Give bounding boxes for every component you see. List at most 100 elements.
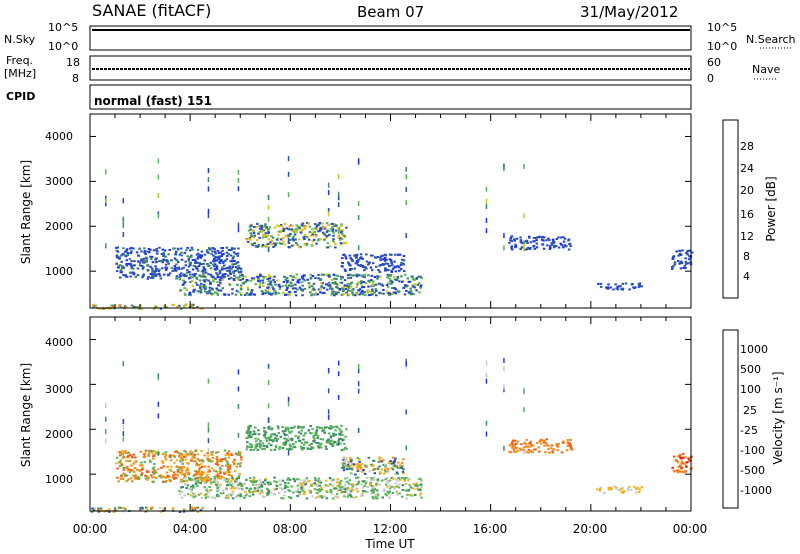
echo-cell xyxy=(119,264,122,267)
echo-cell xyxy=(290,228,293,231)
echo-streak xyxy=(405,233,407,239)
echo-cell xyxy=(254,481,257,484)
echo-cell xyxy=(163,456,167,459)
echo-cell xyxy=(173,455,176,458)
echo-cell xyxy=(376,256,380,258)
echo-cell xyxy=(226,269,229,272)
echo-cell xyxy=(341,287,344,290)
echo-cell xyxy=(632,286,635,289)
echo-cell xyxy=(412,293,415,295)
echo-cell xyxy=(405,476,408,479)
echo-cell xyxy=(190,457,194,460)
echo-cell xyxy=(373,476,376,479)
echo-cell xyxy=(172,247,175,250)
echo-cell xyxy=(225,267,229,270)
echo-cell xyxy=(341,276,344,279)
echo-cell xyxy=(273,488,276,491)
echo-cell xyxy=(388,496,391,499)
echo-cell xyxy=(245,431,249,434)
echo-cell xyxy=(341,486,344,489)
echo-cell xyxy=(298,481,301,484)
echo-cell xyxy=(231,482,234,485)
echo-cell xyxy=(359,464,362,467)
echo-cell xyxy=(140,250,143,253)
echo-cell xyxy=(342,465,345,468)
echo-cell xyxy=(305,236,309,239)
echo-cell xyxy=(298,491,302,494)
velocity-echo-layer xyxy=(90,357,693,513)
echo-cell xyxy=(363,490,367,493)
echo-cell xyxy=(314,484,317,487)
echo-cell xyxy=(275,439,278,442)
echo-cell xyxy=(131,455,134,458)
echo-streak xyxy=(237,403,240,409)
echo-cell xyxy=(222,276,226,279)
echo-cell xyxy=(123,455,126,458)
cpid-strip: CPID normal (fast) 151 xyxy=(6,84,692,110)
echo-cell xyxy=(182,279,185,282)
echo-cell xyxy=(178,493,182,496)
echo-cell xyxy=(175,275,179,278)
echo-cell xyxy=(344,255,347,258)
echo-cell xyxy=(184,453,187,456)
echo-cell xyxy=(338,486,341,489)
echo-cell xyxy=(347,262,351,265)
echo-cell xyxy=(254,426,257,429)
echo-cell xyxy=(130,260,133,263)
echo-cell xyxy=(336,478,339,481)
echo-cell xyxy=(115,270,119,273)
echo-cell xyxy=(351,291,354,294)
echo-cell xyxy=(409,291,413,294)
echo-cell xyxy=(317,446,321,449)
echo-cell xyxy=(204,271,208,274)
echo-cell xyxy=(382,288,385,291)
echo-cell xyxy=(128,471,132,473)
echo-cell xyxy=(223,479,227,482)
echo-cell xyxy=(154,269,158,272)
vel-cbar-neg100: -100 xyxy=(740,444,765,457)
echo-cell xyxy=(186,466,189,469)
echo-cell xyxy=(227,477,230,480)
echo-cell xyxy=(161,248,165,251)
echo-cell xyxy=(151,275,154,278)
echo-cell xyxy=(182,266,185,269)
echo-cell xyxy=(180,471,183,474)
echo-cell xyxy=(199,287,202,289)
nsearch-tick-top: 10^5 xyxy=(707,21,737,34)
echo-cell xyxy=(329,483,332,486)
echo-cell xyxy=(270,243,274,246)
echo-cell xyxy=(248,443,252,446)
vel-ytick-4000: 4000 xyxy=(45,336,73,349)
echo-cell xyxy=(222,476,226,479)
echo-cell xyxy=(184,303,188,306)
echo-cell xyxy=(229,276,233,279)
echo-cell xyxy=(193,288,196,291)
echo-cell xyxy=(539,442,543,445)
echo-cell xyxy=(327,281,331,284)
echo-cell xyxy=(127,478,131,481)
echo-cell xyxy=(219,281,222,284)
echo-cell xyxy=(407,280,411,283)
echo-cell xyxy=(284,284,287,287)
echo-cell xyxy=(198,255,201,258)
echo-cell xyxy=(607,486,610,489)
echo-cell xyxy=(388,293,391,296)
echo-cell xyxy=(192,493,195,495)
echo-cell xyxy=(223,457,227,460)
echo-cell xyxy=(311,483,314,486)
echo-cell xyxy=(125,264,129,267)
echo-cell xyxy=(416,487,420,490)
echo-cell xyxy=(310,484,313,487)
echo-cell xyxy=(224,464,228,467)
echo-cell xyxy=(226,274,230,277)
echo-cell xyxy=(220,460,223,463)
echo-cell xyxy=(342,469,346,472)
echo-cell xyxy=(201,274,205,277)
echo-cell xyxy=(408,494,412,496)
echo-cell xyxy=(276,437,279,440)
echo-cell xyxy=(300,442,303,445)
echo-cell xyxy=(314,277,317,280)
echo-cell xyxy=(300,224,304,227)
echo-cell xyxy=(268,292,271,295)
echo-cell xyxy=(358,288,362,291)
